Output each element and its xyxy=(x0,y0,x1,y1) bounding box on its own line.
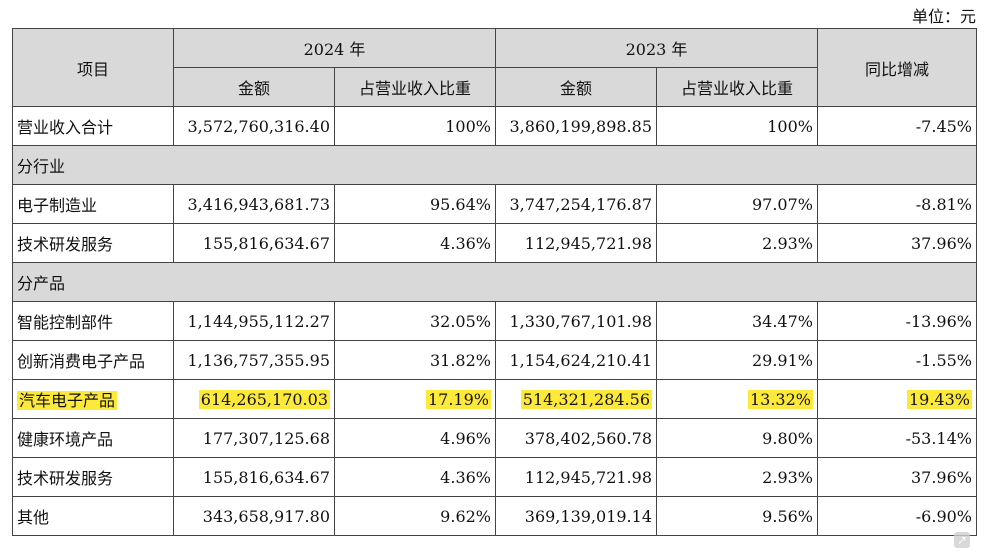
amount-2024: 614,265,170.03 xyxy=(198,389,330,409)
amount-2024: 155,816,634.67 xyxy=(173,223,335,263)
share-2023: 97.07% xyxy=(656,184,818,224)
yoy-change: -6.90% xyxy=(817,496,977,536)
amount-2023: 112,945,721.98 xyxy=(495,457,657,497)
yoy-change: 19.43% xyxy=(906,389,972,409)
yoy-change: -7.45% xyxy=(817,106,977,146)
share-2024: 4.36% xyxy=(334,223,496,263)
share-2024: 32.05% xyxy=(334,301,496,341)
share-2023: 9.80% xyxy=(656,418,818,458)
amount-2023: 1,154,624,210.41 xyxy=(495,340,657,380)
unit-label: 单位：元 xyxy=(911,7,976,26)
table-row-highlighted: 汽车电子产品 614,265,170.03 17.19% 514,321,284… xyxy=(12,379,977,419)
table-row: 健康环境产品 177,307,125.68 4.96% 378,402,560.… xyxy=(12,418,977,458)
amount-2024: 3,416,943,681.73 xyxy=(173,184,335,224)
table-row-total: 营业收入合计 3,572,760,316.40 100% 3,860,199,8… xyxy=(12,106,977,146)
row-label: 其他 xyxy=(12,496,174,536)
yoy-change: 37.96% xyxy=(817,457,977,497)
table-row: 其他 343,658,917.80 9.62% 369,139,019.14 9… xyxy=(12,496,977,536)
header-2023: 2023 年 xyxy=(495,28,818,68)
header-2024: 2024 年 xyxy=(173,28,496,68)
share-2024: 17.19% xyxy=(425,389,491,409)
amount-2023: 378,402,560.78 xyxy=(495,418,657,458)
amount-2023: 514,321,284.56 xyxy=(520,389,652,409)
section-product: 分产品 xyxy=(12,262,977,302)
amount-2023: 369,139,019.14 xyxy=(495,496,657,536)
share-2024: 100% xyxy=(334,106,496,146)
yoy-change: 37.96% xyxy=(817,223,977,263)
amount-2024: 3,572,760,316.40 xyxy=(173,106,335,146)
table-row: 智能控制部件 1,144,955,112.27 32.05% 1,330,767… xyxy=(12,301,977,341)
share-2024: 4.36% xyxy=(334,457,496,497)
table-row: 电子制造业 3,416,943,681.73 95.64% 3,747,254,… xyxy=(12,184,977,224)
row-label: 电子制造业 xyxy=(12,184,174,224)
share-2023: 29.91% xyxy=(656,340,818,380)
yoy-change: -53.14% xyxy=(817,418,977,458)
share-2023: 13.32% xyxy=(747,389,813,409)
share-2023: 2.93% xyxy=(656,457,818,497)
share-2024: 31.82% xyxy=(334,340,496,380)
row-label: 创新消费电子产品 xyxy=(12,340,174,380)
share-2024: 95.64% xyxy=(334,184,496,224)
amount-2023: 3,747,254,176.87 xyxy=(495,184,657,224)
row-label: 健康环境产品 xyxy=(12,418,174,458)
share-2024: 9.62% xyxy=(334,496,496,536)
row-label: 技术研发服务 xyxy=(12,457,174,497)
amount-2024: 1,144,955,112.27 xyxy=(173,301,335,341)
share-2024: 4.96% xyxy=(334,418,496,458)
yoy-change: -13.96% xyxy=(817,301,977,341)
amount-2024: 343,658,917.80 xyxy=(173,496,335,536)
row-label: 智能控制部件 xyxy=(12,301,174,341)
row-label: 技术研发服务 xyxy=(12,223,174,263)
table-row: 技术研发服务 155,816,634.67 4.36% 112,945,721.… xyxy=(12,457,977,497)
section-industry: 分行业 xyxy=(12,145,977,185)
table-row: 技术研发服务 155,816,634.67 4.36% 112,945,721.… xyxy=(12,223,977,263)
header-item: 项目 xyxy=(12,28,174,107)
header-yoy: 同比增减 xyxy=(817,28,977,107)
row-label: 营业收入合计 xyxy=(12,106,174,146)
header-share-2024: 占营业收入比重 xyxy=(334,67,496,107)
share-2023: 9.56% xyxy=(656,496,818,536)
logo-icon: ↗ xyxy=(954,532,970,548)
header-amount-2024: 金额 xyxy=(173,67,335,107)
amount-2024: 1,136,757,355.95 xyxy=(173,340,335,380)
share-2023: 2.93% xyxy=(656,223,818,263)
yoy-change: -1.55% xyxy=(817,340,977,380)
amount-2023: 1,330,767,101.98 xyxy=(495,301,657,341)
revenue-table: 项目 2024 年 2023 年 同比增减 金额 占营业收入比重 金额 占营业收… xyxy=(12,28,977,536)
row-label: 汽车电子产品 xyxy=(17,391,118,410)
header-share-2023: 占营业收入比重 xyxy=(656,67,818,107)
share-2023: 100% xyxy=(656,106,818,146)
amount-2024: 155,816,634.67 xyxy=(173,457,335,497)
amount-2023: 3,860,199,898.85 xyxy=(495,106,657,146)
yoy-change: -8.81% xyxy=(817,184,977,224)
table-row: 创新消费电子产品 1,136,757,355.95 31.82% 1,154,6… xyxy=(12,340,977,380)
amount-2023: 112,945,721.98 xyxy=(495,223,657,263)
watermark: ↗ xyxy=(954,532,970,548)
amount-2024: 177,307,125.68 xyxy=(173,418,335,458)
share-2023: 34.47% xyxy=(656,301,818,341)
header-amount-2023: 金额 xyxy=(495,67,657,107)
